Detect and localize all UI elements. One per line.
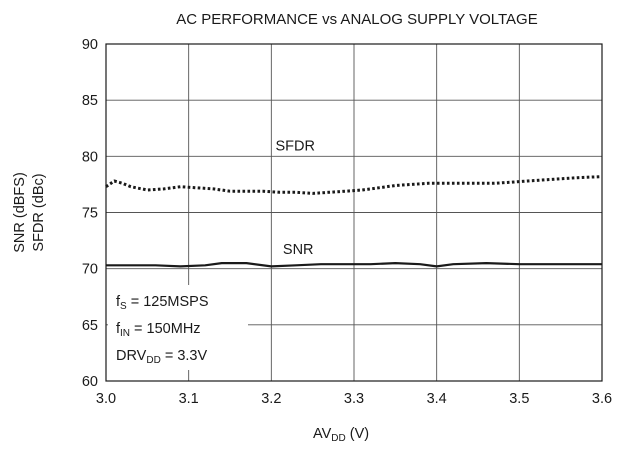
y-tick-label: 85: [82, 93, 98, 109]
y-axis-label-line: SNR (dBFS): [12, 172, 28, 253]
x-tick-label: 3.1: [179, 391, 199, 407]
y-axis-label: SNR (dBFS) SFDR (dBc): [12, 172, 47, 253]
series-labels: SFDR SNR: [275, 139, 314, 258]
y-tick-label: 90: [82, 37, 98, 53]
series-line-sfdr: [105, 175, 603, 195]
y-tick-label: 70: [82, 262, 98, 278]
x-tick-label: 3.6: [592, 391, 612, 407]
chart-title: AC PERFORMANCE vs ANALOG SUPPLY VOLTAGE: [176, 11, 537, 28]
plot-frame: [105, 43, 603, 382]
test-condition-line: fS = 125MSPS: [116, 294, 209, 312]
series-line-snr: [106, 262, 602, 268]
series-label-snr: SNR: [283, 242, 314, 258]
series-label-sfdr: SFDR: [275, 139, 314, 155]
y-tick-label: 75: [82, 206, 98, 222]
x-tick-label: 3.2: [261, 391, 281, 407]
x-tick-label: 3.4: [427, 391, 447, 407]
x-tick-label: 3.0: [96, 391, 116, 407]
y-tick-label: 65: [82, 318, 98, 334]
series-group: [105, 175, 603, 268]
x-axis-label: AVDD (V): [313, 426, 370, 444]
y-axis-label-line: SFDR (dBc): [31, 173, 47, 251]
test-condition-line: DRVDD = 3.3V: [116, 348, 208, 366]
y-tick-label: 80: [82, 149, 98, 165]
x-tick-label: 3.3: [344, 391, 364, 407]
x-tick-labels: 3.0 3.1 3.2 3.3 3.4 3.5 3.6: [96, 391, 612, 407]
y-tick-label: 60: [82, 374, 98, 390]
test-conditions-box: fS = 125MSPS fIN = 150MHz DRVDD = 3.3V: [108, 285, 248, 370]
test-condition-line: fIN = 150MHz: [116, 321, 201, 339]
y-tick-labels: 60 65 70 75 80 85 90: [82, 37, 98, 390]
x-tick-label: 3.5: [509, 391, 529, 407]
